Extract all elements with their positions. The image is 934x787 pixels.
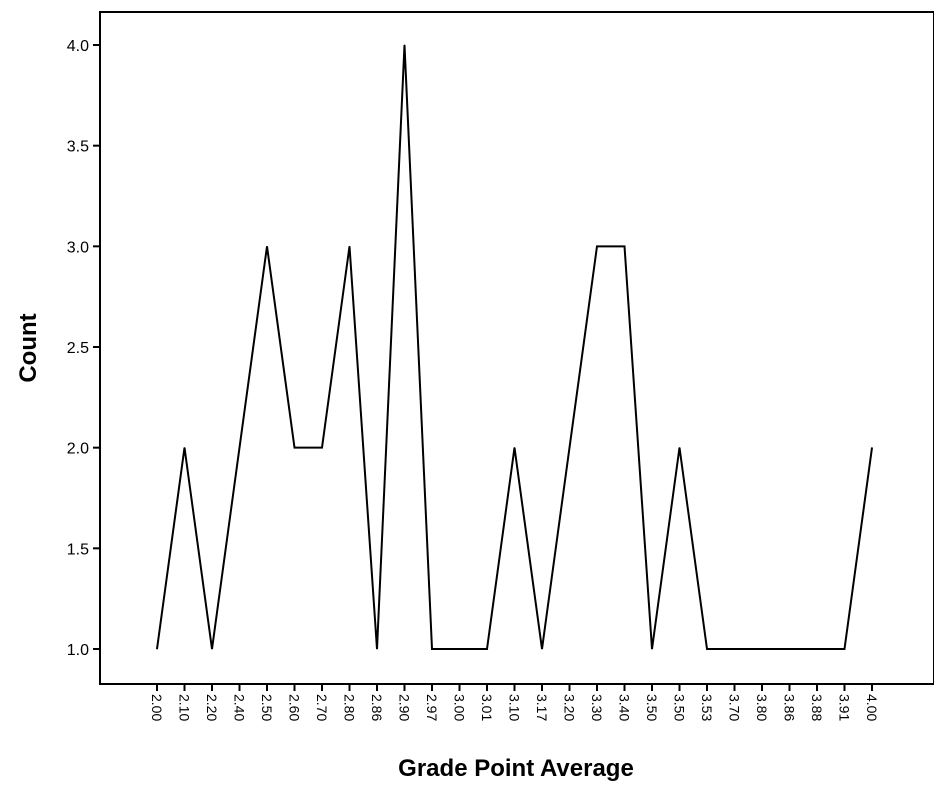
y-tick-label: 3.0 (67, 239, 89, 256)
data-point (376, 648, 378, 650)
x-tick-label: 3.17 (534, 694, 550, 721)
y-axis-label: Count (15, 313, 42, 382)
x-tick-label: 3.01 (479, 694, 495, 721)
data-point (239, 447, 240, 449)
data-point (569, 447, 570, 449)
x-axis-label: Grade Point Average (398, 755, 634, 782)
data-point (349, 245, 350, 247)
x-tick-label: 3.80 (754, 694, 770, 721)
x-tick-label: 2.97 (424, 694, 440, 721)
x-tick-label: 2.00 (149, 694, 165, 721)
data-point (789, 648, 790, 650)
x-tick-label: 2.10 (177, 694, 193, 721)
data-point (459, 648, 460, 650)
data-point (211, 648, 213, 650)
y-tick-label: 2.5 (67, 340, 89, 357)
x-tick-label: 3.70 (727, 694, 743, 721)
x-tick-label: 2.20 (204, 694, 220, 721)
y-axis-ticks: 1.0 1.5 2.0 2.5 3.0 3.5 4.0 (67, 38, 100, 659)
data-point (404, 44, 405, 46)
data-point (871, 447, 873, 449)
x-tick-label: 2.86 (369, 694, 385, 721)
data-point (184, 447, 185, 449)
x-tick-label: 3.10 (507, 694, 523, 721)
data-point (679, 447, 680, 449)
data-point (321, 447, 323, 449)
y-tick-label: 4.0 (67, 38, 89, 55)
x-tick-label: 2.40 (232, 694, 248, 721)
x-tick-label: 4.00 (864, 694, 880, 721)
x-tick-label: 3.91 (837, 694, 853, 721)
data-point (294, 447, 295, 449)
x-tick-label: 2.50 (259, 694, 275, 721)
x-tick-label: 3.50 (644, 694, 660, 721)
x-tick-label: 3.53 (699, 694, 715, 721)
data-point (266, 245, 268, 247)
data-point (761, 648, 763, 650)
x-axis-ticks: 2.00 2.10 2.20 2.40 2.50 2.60 2.70 2.80 2.86 2.90… (149, 684, 880, 721)
x-tick-label: 2.90 (397, 694, 413, 721)
x-tick-label: 3.50 (672, 694, 688, 721)
y-tick-label: 1.5 (67, 541, 89, 558)
data-point (514, 447, 515, 449)
x-tick-label: 2.70 (314, 694, 330, 721)
data-point (596, 245, 598, 247)
y-tick-label: 2.0 (67, 441, 89, 458)
x-tick-label: 2.60 (287, 694, 303, 721)
data-point (651, 648, 653, 650)
data-point (541, 648, 543, 650)
x-tick-label: 3.20 (562, 694, 578, 721)
data-point (844, 648, 845, 650)
x-tick-label: 3.86 (782, 694, 798, 721)
data-point (734, 648, 735, 650)
y-tick-label: 1.0 (67, 642, 89, 659)
data-point (486, 648, 488, 650)
plot-frame (99, 11, 934, 685)
data-point (156, 648, 158, 650)
x-tick-label: 3.88 (809, 694, 825, 721)
y-tick-label: 3.5 (67, 139, 89, 156)
x-tick-label: 2.80 (342, 694, 358, 721)
x-tick-label: 3.00 (452, 694, 468, 721)
x-tick-label: 3.30 (589, 694, 605, 721)
data-point (816, 648, 818, 650)
x-tick-label: 3.40 (617, 694, 633, 721)
data-point (706, 648, 708, 650)
data-point (431, 648, 433, 650)
data-point (624, 245, 625, 247)
